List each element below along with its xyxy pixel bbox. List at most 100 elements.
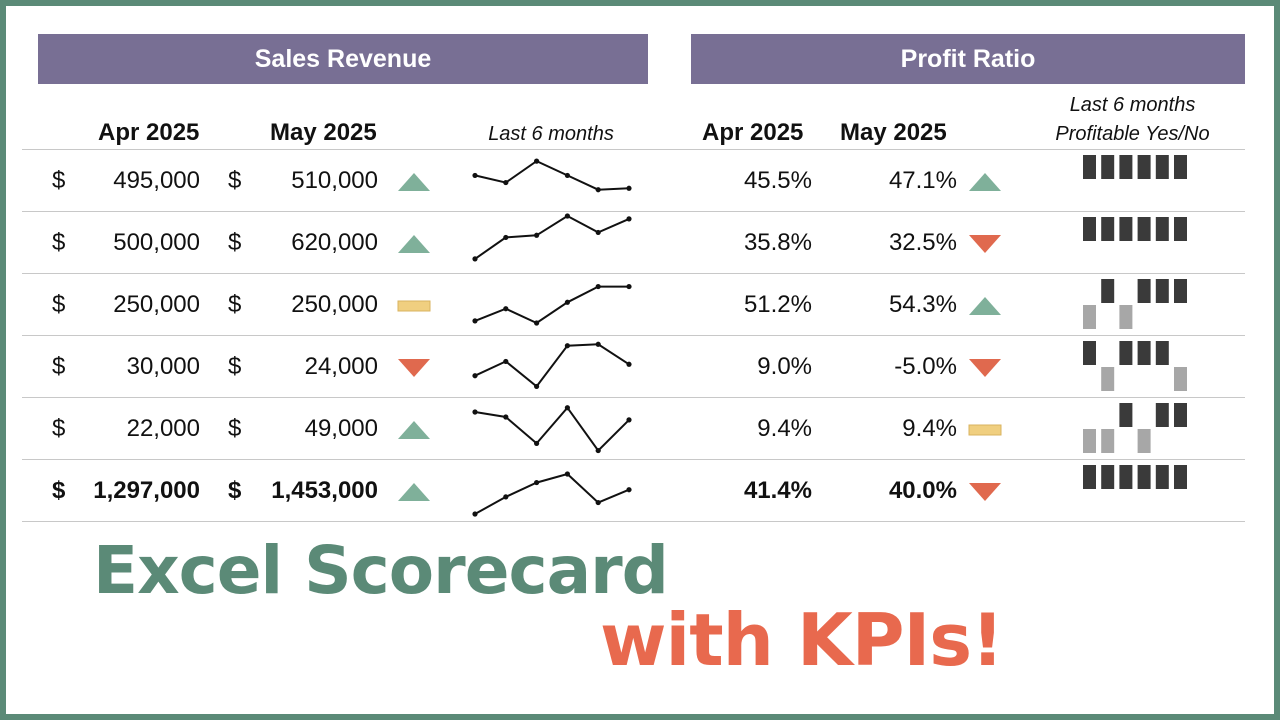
sparkline-row-5	[474, 472, 630, 515]
sparkline-point	[564, 471, 571, 477]
sparkline-point	[564, 343, 571, 349]
sales-trend-up-icon	[398, 173, 430, 191]
sales-trend-flat-icon	[397, 300, 431, 312]
sales-apr-value: 495,000	[113, 167, 200, 194]
profitable-yes-bar	[1101, 279, 1115, 303]
profitable-yes-bar	[1155, 155, 1169, 179]
profitable-yes-bar	[1155, 341, 1169, 365]
currency-symbol: $	[52, 477, 66, 504]
profitable-yes-bar	[1083, 155, 1096, 179]
profitable-yes-bar	[1083, 465, 1096, 489]
sparkline-point	[503, 494, 509, 500]
profitable-yes-bar	[1101, 465, 1115, 489]
sparkline-point	[626, 487, 632, 493]
profitable-yes-bar	[1174, 279, 1187, 303]
profit-apr-value: 41.4%	[743, 477, 812, 504]
sparkline-point	[564, 405, 571, 411]
currency-symbol: $	[228, 291, 242, 318]
profitable-yes-bar	[1137, 279, 1151, 303]
sales-trend-up-icon	[398, 235, 430, 253]
sales-trend-up-icon	[398, 421, 430, 439]
sales-revenue-header: Sales Revenue	[38, 34, 648, 84]
profitable-yes-bar	[1101, 217, 1115, 241]
profitable-no-bar	[1174, 367, 1187, 391]
sales-col-apr: Apr 2025	[98, 119, 200, 146]
profitable-no-bar	[1083, 429, 1096, 453]
profitable-yes-bar	[1137, 217, 1151, 241]
sales-may-value: 510,000	[291, 167, 378, 194]
row-divider	[22, 521, 1245, 522]
profitable-yes-bar	[1155, 403, 1169, 427]
sales-apr-value: 30,000	[126, 353, 200, 380]
profit-col-apr: Apr 2025	[702, 119, 804, 146]
sparkline-point	[472, 511, 478, 517]
profit-trend-up-icon	[969, 297, 1001, 315]
profitable-yes-bar	[1137, 465, 1151, 489]
profitable-yes-bar	[1119, 403, 1133, 427]
profitable-yes-bar	[1137, 155, 1151, 179]
sales-may-value: 1,453,000	[271, 477, 378, 504]
profit-ratio-header: Profit Ratio	[691, 34, 1245, 84]
headline-line-2: with KPIs!	[600, 598, 1004, 682]
sparkline-point	[472, 256, 478, 262]
sparkline-point	[472, 318, 478, 324]
profit-trend-up-icon	[969, 173, 1001, 191]
currency-symbol: $	[52, 415, 66, 442]
profit-yesno-label-1: Last 6 months	[1069, 94, 1196, 116]
sales-col-may: May 2025	[270, 119, 377, 146]
currency-symbol: $	[228, 229, 242, 256]
sparkline-point	[503, 234, 509, 241]
sparkline-point	[534, 232, 540, 238]
sparkline-point	[626, 361, 632, 367]
currency-symbol: $	[52, 353, 66, 380]
row-divider	[22, 335, 1245, 336]
sparkline-point	[626, 417, 632, 423]
profitable-yes-bar	[1101, 155, 1115, 179]
currency-symbol: $	[228, 167, 242, 194]
profitable-yes-bar	[1119, 341, 1133, 365]
sparkline-point	[595, 187, 601, 193]
profit-trend-down-icon	[969, 235, 1001, 253]
profitable-yes-bar	[1083, 217, 1096, 241]
profit-col-may: May 2025	[840, 119, 947, 146]
sparkline-row-1	[474, 214, 630, 260]
sparkline-point	[595, 341, 601, 347]
headline-line-1: Excel Scorecard	[93, 532, 669, 609]
profit-may-value: 32.5%	[888, 229, 957, 256]
profitable-no-bar	[1137, 429, 1151, 453]
currency-symbol: $	[52, 291, 66, 318]
profit-trend-down-icon	[969, 483, 1001, 501]
sparkline-point	[626, 283, 632, 290]
currency-symbol: $	[52, 167, 66, 194]
profit-may-value: 54.3%	[888, 291, 957, 318]
profitable-yes-bar	[1174, 155, 1187, 179]
profitable-yes-bar	[1155, 279, 1169, 303]
profit-may-value: 40.0%	[888, 477, 957, 504]
sparkline-point	[564, 299, 571, 305]
profitable-no-bar	[1101, 429, 1115, 453]
profitable-no-bar	[1119, 305, 1133, 329]
profit-apr-value: 45.5%	[743, 167, 812, 194]
sparkline-point	[595, 229, 601, 236]
sparkline-point	[503, 414, 509, 420]
profit-may-value: -5.0%	[894, 353, 957, 380]
profit-trend-flat-icon	[968, 424, 1002, 436]
sparkline-point	[503, 358, 509, 365]
sparkline-point	[595, 499, 601, 506]
profit-apr-value: 9.4%	[757, 415, 812, 442]
profitable-yes-bar	[1119, 465, 1133, 489]
profit-apr-value: 9.0%	[757, 353, 812, 380]
profit-apr-value: 51.2%	[743, 291, 812, 318]
sparkline-point	[595, 283, 601, 290]
profit-ratio-title: Profit Ratio	[900, 44, 1036, 73]
sparkline-point	[472, 373, 478, 379]
sparkline-row-3	[474, 343, 630, 388]
profit-may-value: 47.1%	[888, 167, 957, 194]
profitable-yes-bar	[1083, 341, 1096, 365]
profitable-yes-bar	[1174, 465, 1187, 489]
sales-revenue-title: Sales Revenue	[254, 44, 432, 73]
sparkline-point	[626, 216, 632, 222]
currency-symbol: $	[228, 477, 242, 504]
sales-trend-up-icon	[398, 483, 430, 501]
